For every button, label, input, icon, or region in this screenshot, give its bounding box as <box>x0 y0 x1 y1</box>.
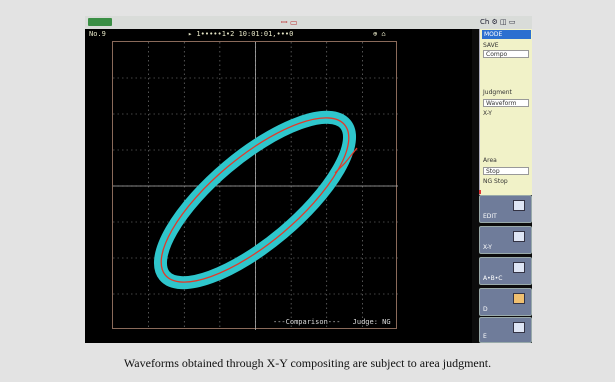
xy-plot-svg <box>113 42 398 330</box>
panel-header[interactable]: MODE <box>482 30 531 39</box>
status-bar: No.9 ▸ 1•••••1•2 10:01:01,•••0 ⊕ ⌂ <box>85 29 472 40</box>
status-icons: ⊕ ⌂ <box>373 30 386 38</box>
save-icon <box>513 322 525 333</box>
side-button-label: D <box>483 306 488 313</box>
area-icon <box>513 262 525 273</box>
label-area: Area <box>483 157 497 164</box>
title-bar: ꟷ ▭ Ch ⚙ ◫ ▭ <box>85 16 532 29</box>
label-save: SAVE <box>483 42 499 49</box>
side-button-edit[interactable]: EDIT <box>479 195 532 223</box>
side-button-xy[interactable]: X-Y <box>479 226 532 254</box>
ng-trace-segment <box>334 147 358 174</box>
side-button-label: E <box>483 333 487 340</box>
side-button-e[interactable]: E <box>479 317 532 343</box>
side-button-label: A•B•C <box>483 275 503 282</box>
side-button-d[interactable]: D <box>479 288 532 316</box>
judgment-area-band <box>153 110 357 290</box>
figure-caption: Waveforms obtained through X-Y compositi… <box>123 356 492 370</box>
side-button-area[interactable]: A•B•C <box>479 257 532 285</box>
folder-icon <box>513 293 525 304</box>
app-logo <box>88 18 112 26</box>
xy-plot-area <box>112 41 398 330</box>
record-number: No.9 <box>89 30 106 38</box>
note-ng-stop: NG Stop <box>483 178 508 185</box>
xy-waveform-trace <box>160 117 350 283</box>
label-judgment: Judgment <box>483 89 512 96</box>
edit-icon <box>513 200 525 211</box>
field-waveform[interactable]: Waveform <box>483 99 529 107</box>
comparison-mode-label: ---Comparison--- <box>273 318 341 326</box>
judgment-result: Judge: NG <box>352 318 391 326</box>
title-mark: ꟷ ▭ <box>281 18 298 27</box>
oscilloscope-screenshot: ꟷ ▭ Ch ⚙ ◫ ▭ No.9 ▸ 1•••••1•2 10:01:01,•… <box>85 16 532 343</box>
field-stop[interactable]: Stop <box>483 167 529 175</box>
top-right-icons[interactable]: Ch ⚙ ◫ ▭ <box>480 18 516 26</box>
timestamp: ▸ 1•••••1•2 10:01:01,•••0 <box>188 30 294 38</box>
settings-panel: MODE SAVE Compo Judgment Waveform X-Y Ar… <box>479 29 532 195</box>
plot-footer: ---Comparison--- Judge: NG <box>273 318 399 326</box>
side-button-label: EDIT <box>483 213 497 220</box>
note-xy: X-Y <box>483 110 492 117</box>
red-marker <box>479 190 481 194</box>
xy-icon <box>513 231 525 242</box>
field-compo[interactable]: Compo <box>483 50 529 58</box>
side-button-label: X-Y <box>483 244 492 251</box>
